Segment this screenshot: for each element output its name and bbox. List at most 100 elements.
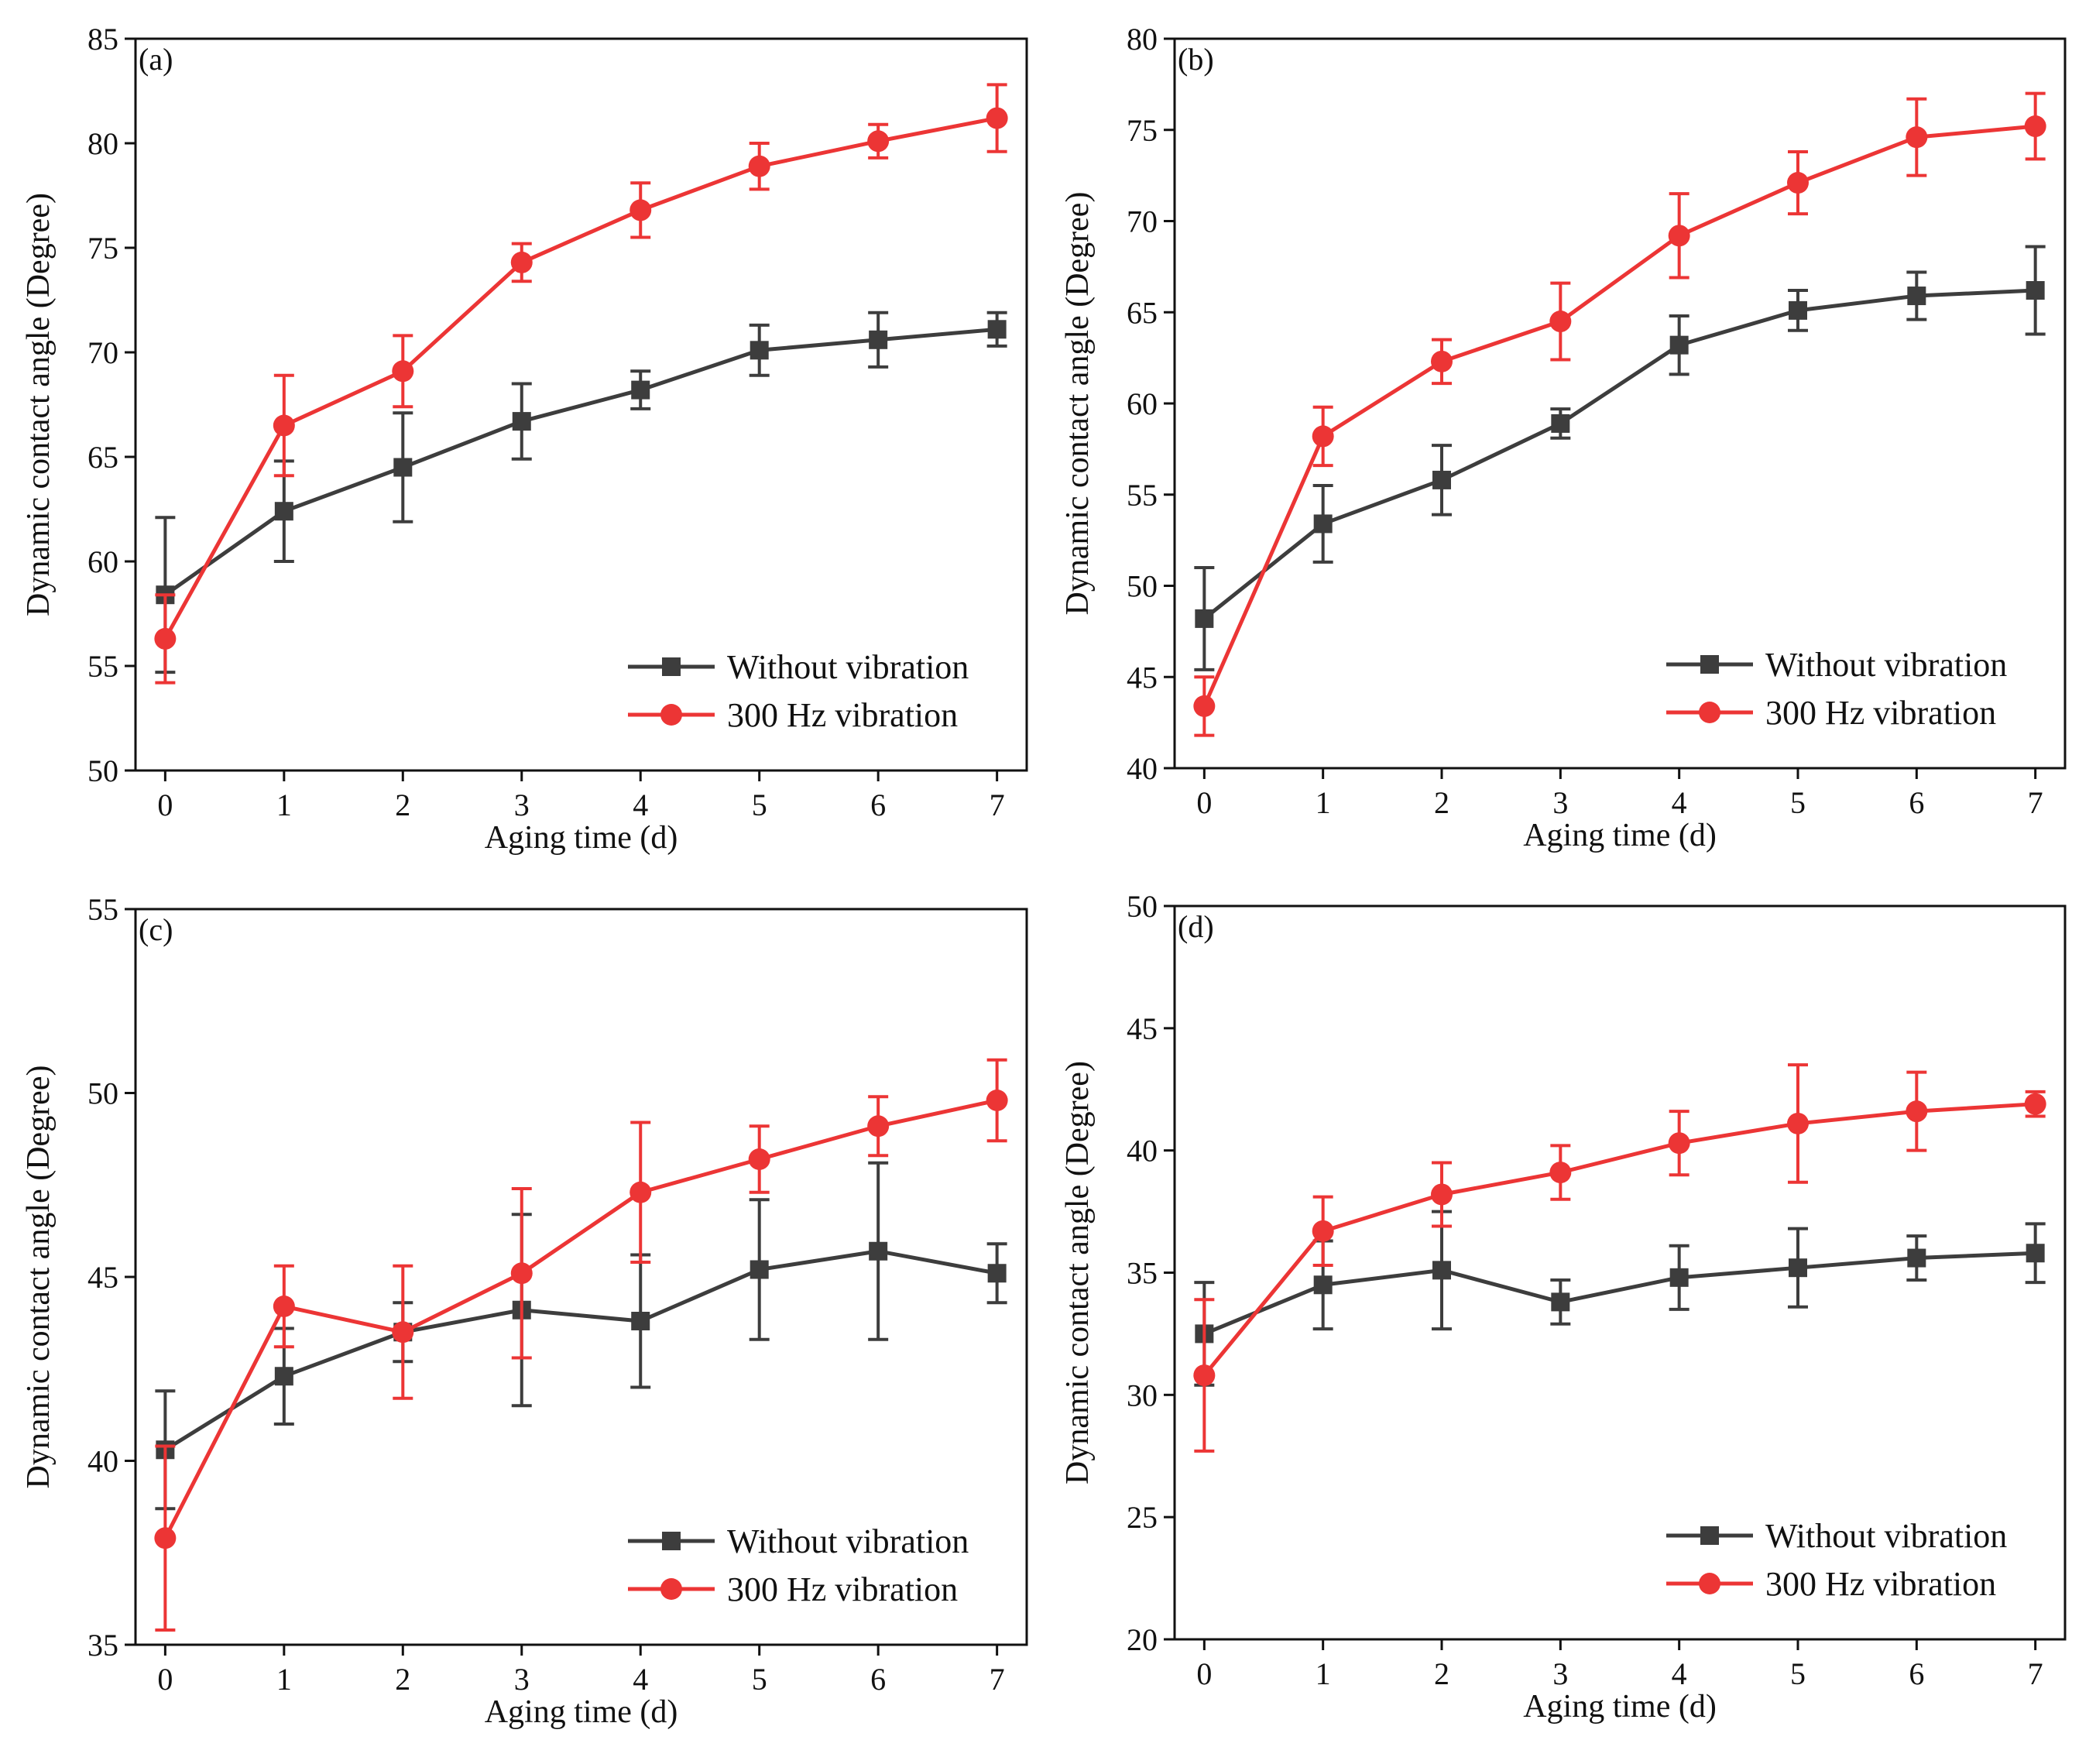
y-tick-label-c: 35 [87, 1628, 118, 1663]
data-point-circle-b [1787, 172, 1809, 194]
x-axis-title-c: Aging time (d) [485, 1694, 678, 1730]
legend-marker-square [1700, 1526, 1719, 1545]
legend-entry-300hz-vibration-d: 300 Hz vibration [1666, 1565, 1996, 1603]
data-point-square-c [987, 1264, 1007, 1283]
series-line-d [1202, 1102, 2036, 1377]
y-tick-label-b: 50 [1127, 569, 1158, 604]
data-point-circle-d [1431, 1183, 1453, 1206]
data-point-circle-b [1668, 225, 1690, 247]
legend-entry-300hz-vibration-b: 300 Hz vibration [1666, 694, 1996, 732]
series-without-vibration-b [1194, 245, 2046, 671]
legend-label: 300 Hz vibration [727, 1570, 958, 1608]
panel-label-a: (a) [139, 42, 173, 77]
legend-marker-circle [1699, 1573, 1720, 1594]
x-tick-label-d: 5 [1790, 1656, 1806, 1691]
series-without-vibration-d [1194, 1210, 2046, 1387]
x-tick-label-a: 6 [870, 788, 886, 822]
y-tick-label-d: 40 [1127, 1134, 1158, 1169]
legend-marker-circle [660, 704, 682, 726]
data-point-circle-d [1549, 1162, 1572, 1184]
y-tick-label-b: 40 [1127, 751, 1158, 786]
legend-marker-square [662, 657, 681, 676]
x-axis-title-a: Aging time (d) [485, 820, 678, 856]
legend-label: Without vibration [1765, 1517, 2007, 1555]
y-tick-label-b: 45 [1127, 660, 1158, 695]
x-tick-label-a: 4 [633, 788, 648, 822]
y-tick-label-c: 40 [87, 1444, 118, 1479]
data-point-square-a [987, 320, 1007, 339]
data-point-square-d [1551, 1292, 1570, 1312]
x-axis-title-d: Aging time (d) [1523, 1689, 1717, 1725]
data-point-square-b [1907, 287, 1926, 306]
x-tick-label-d: 4 [1672, 1656, 1687, 1691]
x-tick-label-d: 2 [1434, 1656, 1449, 1691]
data-point-square-d [1432, 1261, 1451, 1280]
legend-marker-square [662, 1532, 681, 1550]
y-axis-title-b: Dynamic contact angle (Degree) [1060, 192, 1096, 616]
data-point-square-a [274, 502, 293, 521]
x-tick-label-b: 2 [1434, 785, 1449, 820]
y-tick-label-d: 35 [1127, 1256, 1158, 1291]
x-tick-label-b: 0 [1196, 785, 1212, 820]
y-tick-label-b: 55 [1127, 478, 1158, 513]
y-axis-title-a: Dynamic contact angle (Degree) [21, 193, 57, 616]
x-tick-label-c: 6 [870, 1662, 886, 1697]
legend-entry-300hz-vibration-a: 300 Hz vibration [628, 696, 958, 734]
y-tick-label-a: 50 [87, 753, 118, 788]
y-axis-title-c: Dynamic contact angle (Degree) [21, 1066, 57, 1489]
x-tick-label-b: 5 [1790, 785, 1806, 820]
legend-entry-without-vibration-c: Without vibration [628, 1522, 969, 1560]
legend-entry-300hz-vibration-c: 300 Hz vibration [628, 1570, 958, 1608]
x-tick-label-b: 6 [1909, 785, 1924, 820]
panel-label-c: (c) [139, 912, 173, 947]
x-tick-label-a: 7 [990, 788, 1005, 822]
data-point-square-d [1789, 1258, 1807, 1278]
panel-label-d: (d) [1178, 909, 1214, 944]
plot-frame-a [134, 37, 1028, 772]
data-point-circle-b [1431, 350, 1453, 372]
data-point-circle-d [1312, 1220, 1334, 1242]
y-tick-label-b: 80 [1127, 22, 1158, 57]
data-point-circle-a [510, 251, 533, 273]
y-tick-label-d: 50 [1127, 889, 1158, 924]
x-tick-label-c: 1 [276, 1662, 292, 1697]
data-point-square-c [631, 1312, 650, 1330]
data-point-square-a [393, 458, 413, 477]
x-tick-label-b: 1 [1316, 785, 1331, 820]
y-tick-label-a: 80 [87, 126, 118, 161]
series-line-c [164, 1249, 998, 1452]
x-tick-label-c: 2 [395, 1662, 410, 1697]
series-line-a [163, 116, 998, 640]
data-point-square-d [1313, 1275, 1333, 1295]
y-tick-label-c: 55 [87, 892, 118, 927]
legend-entry-without-vibration-d: Without vibration [1666, 1517, 2007, 1555]
data-point-square-b [1789, 300, 1807, 320]
x-tick-label-c: 7 [990, 1662, 1005, 1697]
y-tick-label-a: 70 [87, 335, 118, 370]
y-tick-label-a: 65 [87, 440, 118, 475]
legend-label: Without vibration [1765, 646, 2007, 684]
data-point-circle-a [867, 130, 890, 153]
data-point-circle-d [1906, 1100, 1928, 1123]
data-point-circle-c [154, 1527, 177, 1550]
data-point-circle-c [748, 1148, 770, 1170]
data-point-circle-d [2024, 1093, 2046, 1115]
data-point-square-c [274, 1367, 293, 1386]
data-point-square-c [750, 1260, 769, 1279]
y-tick-label-a: 60 [87, 544, 118, 579]
x-tick-label-d: 0 [1196, 1656, 1212, 1691]
x-tick-label-d: 7 [2028, 1656, 2043, 1691]
x-tick-label-a: 1 [276, 788, 292, 822]
legend-marker-square [1700, 655, 1719, 674]
x-tick-label-d: 3 [1552, 1656, 1568, 1691]
series-300hz-vibration-c [154, 1058, 1008, 1632]
data-point-square-a [631, 380, 650, 400]
data-point-circle-b [1549, 311, 1572, 333]
y-tick-label-d: 25 [1127, 1500, 1158, 1535]
y-tick-label-b: 75 [1127, 113, 1158, 148]
y-tick-label-c: 50 [87, 1076, 118, 1111]
data-point-circle-b [2024, 115, 2046, 138]
data-point-circle-c [392, 1321, 414, 1344]
